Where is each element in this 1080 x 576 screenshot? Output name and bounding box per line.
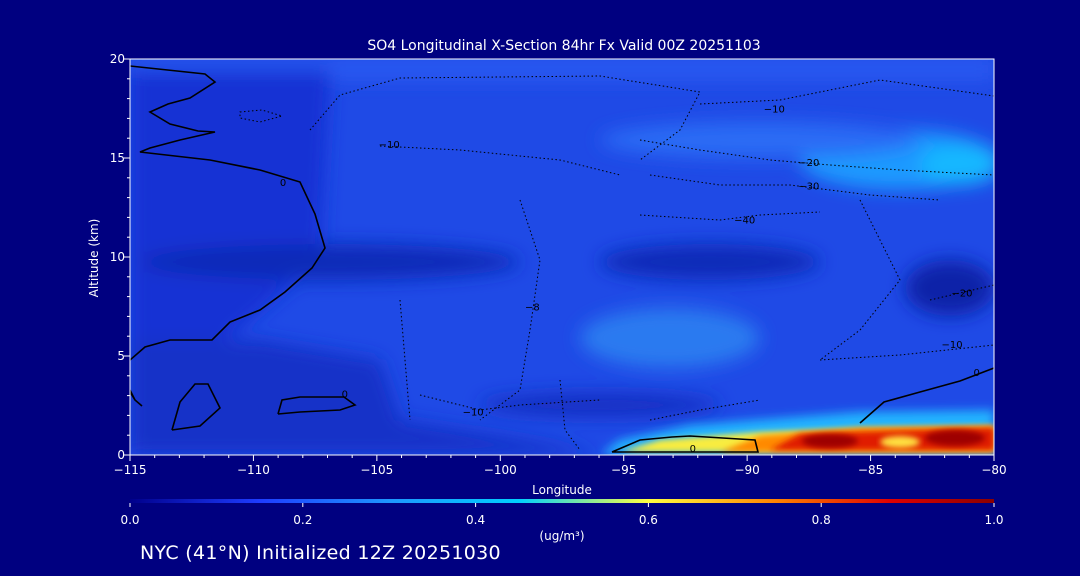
contour-label: −10	[379, 140, 400, 151]
x-tick-label: −80	[981, 463, 1006, 477]
contour-label: 0	[280, 178, 286, 189]
contour-neg40	[639, 211, 821, 221]
field-dark-band-4km	[480, 393, 720, 417]
field-dark-blob-east	[905, 260, 994, 316]
footer-initialization-text: NYC (41°N) Initialized 12Z 20251030	[140, 542, 501, 564]
colorbar-unit: (ug/m³)	[539, 529, 584, 543]
contour-zero-plume	[611, 435, 760, 453]
x-axis: −115 −110 −105 −100 −95 −90 −85 −80	[114, 455, 1007, 477]
contour-upper-mid	[379, 145, 621, 176]
colorbar-tick-label: 0.2	[293, 513, 312, 527]
x-tick-label: −105	[360, 463, 393, 477]
dotted-contours	[239, 75, 994, 451]
x-tick-label: −115	[114, 463, 147, 477]
contour-labels: −10 −10 −20 −30 −40 −20 −10 0 0 0 −10 −8 0	[280, 105, 980, 456]
colorbar-tick-label: 1.0	[984, 513, 1003, 527]
contour-label: −10	[463, 407, 484, 418]
field-lower-west	[130, 340, 600, 455]
contour-label: 0	[974, 368, 980, 379]
contour-label: −20	[951, 289, 972, 300]
contour-zero-low-west	[130, 383, 221, 431]
y-axis-label: Altitude (km)	[87, 219, 101, 298]
field-west-region	[130, 70, 330, 360]
field-dark-blob-mid	[600, 244, 820, 280]
contour-neg10-east	[699, 79, 994, 105]
contour-label: −20	[798, 158, 819, 169]
plume-peak-2	[925, 430, 985, 446]
contour-label: −10	[764, 105, 785, 116]
plume-peak-1	[802, 434, 858, 448]
y-tick-label: 20	[110, 52, 125, 66]
y-tick-label: 5	[117, 349, 125, 363]
colorbar: 0.0 0.2 0.4 0.6 0.8 1.0 (ug/m³)	[120, 499, 1004, 543]
field-bright-upper-east-2	[920, 145, 994, 185]
contour-neg30	[649, 174, 941, 201]
plume-yellow-pocket	[880, 436, 920, 448]
contour-label: −8	[525, 303, 540, 314]
contour-label: 0	[690, 444, 696, 455]
contour-zero-east	[859, 367, 994, 424]
plot-area: −10 −10 −20 −30 −40 −20 −10 0 0 0 −10 −8 0	[130, 59, 994, 456]
contour-plume-top	[649, 399, 761, 421]
surface-plume	[600, 410, 994, 455]
field-bright-mid	[580, 308, 760, 368]
contour-label: −30	[798, 182, 819, 193]
contour-vertical-mid	[559, 379, 581, 451]
colorbar-bar	[130, 499, 994, 503]
x-axis-label: Longitude	[532, 483, 592, 497]
field-upper-band	[130, 59, 994, 79]
y-tick-label: 0	[117, 448, 125, 462]
colorbar-ticks: 0.0 0.2 0.4 0.6 0.8 1.0	[120, 503, 1004, 527]
contour-neg10-upper	[309, 75, 701, 161]
contour-zero-west	[130, 65, 326, 361]
x-tick-label: −100	[484, 463, 517, 477]
x-tick-label: −110	[237, 463, 270, 477]
colorbar-tick-label: 0.6	[639, 513, 658, 527]
contour-label: −10	[941, 340, 962, 351]
y-tick-label: 15	[110, 151, 125, 165]
x-tick-label: −90	[734, 463, 759, 477]
y-tick-label: 10	[110, 250, 125, 264]
chart-title: SO4 Longitudinal X-Section 84hr Fx Valid…	[367, 38, 760, 54]
x-tick-label: −85	[858, 463, 883, 477]
field-dark-band-10km	[140, 244, 520, 280]
solid-contours	[130, 65, 994, 453]
y-axis: 0 5 10 15 20	[110, 52, 130, 462]
contour-vertical-west	[399, 299, 411, 421]
field-mid-band	[600, 122, 920, 158]
x-tick-label: −95	[611, 463, 636, 477]
colorbar-tick-label: 0.8	[812, 513, 831, 527]
contour-zero-mid	[277, 396, 357, 415]
colorbar-tick-label: 0.0	[120, 513, 139, 527]
colorbar-tick-label: 0.4	[466, 513, 485, 527]
contour-label: −40	[734, 215, 755, 226]
contour-label: 0	[342, 390, 348, 401]
contour-neg10-low-east	[819, 344, 994, 361]
contour-neg20-east	[929, 284, 994, 301]
contour-east-steep	[819, 199, 901, 361]
